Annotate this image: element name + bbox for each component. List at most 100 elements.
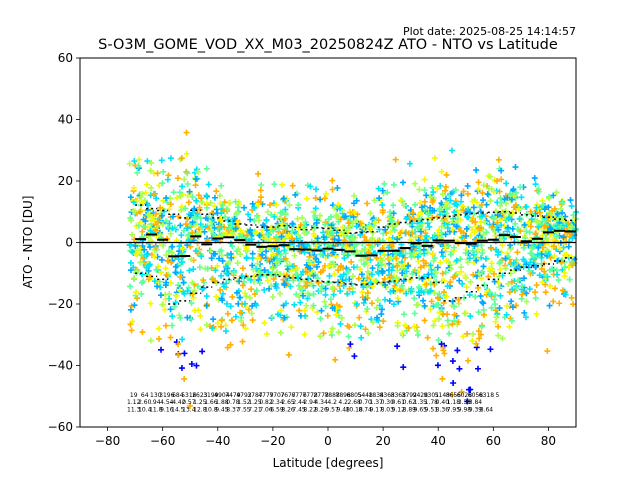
data-point (463, 232, 470, 239)
data-point (216, 192, 223, 199)
data-point (492, 318, 499, 325)
data-point (188, 361, 195, 368)
data-point (132, 242, 139, 249)
data-point (428, 270, 435, 277)
data-point (475, 186, 482, 193)
y-axis-label: ATO - NTO [DU] (21, 196, 35, 289)
data-point (546, 302, 553, 309)
scatter-points (126, 129, 579, 409)
data-point (399, 198, 406, 205)
data-point (545, 204, 552, 211)
data-point (275, 248, 282, 255)
data-point (184, 225, 191, 232)
data-point (149, 214, 156, 221)
data-point (399, 270, 406, 277)
bin-stat-label: 9.45 (215, 407, 229, 414)
data-point (451, 311, 458, 318)
bin-stat-label: 4.2 (327, 399, 337, 406)
data-point (566, 238, 573, 245)
bin-stat-label: 8.03 (381, 407, 395, 414)
data-point (273, 284, 280, 291)
data-point (461, 310, 468, 317)
data-point (317, 196, 324, 203)
data-point (270, 251, 277, 258)
data-point (387, 274, 394, 281)
data-point (378, 261, 385, 268)
data-point (228, 254, 235, 261)
data-point (473, 167, 480, 174)
y-tick-label: 40 (58, 113, 73, 127)
data-point (479, 268, 486, 275)
data-point (218, 247, 225, 254)
data-point (565, 220, 572, 227)
data-point (325, 216, 332, 223)
data-point (467, 279, 474, 286)
bin-stat-label: 4779 (258, 392, 273, 399)
data-point (261, 267, 268, 274)
data-point (440, 277, 447, 284)
data-point (444, 214, 451, 221)
data-point (169, 313, 176, 320)
data-point (410, 243, 417, 250)
data-point (446, 330, 453, 337)
data-point (335, 329, 342, 336)
data-point (250, 266, 257, 273)
data-point (328, 301, 335, 308)
bin-stat-label: 1834 (369, 392, 384, 399)
data-point (308, 238, 315, 245)
data-point (224, 310, 231, 317)
data-point (494, 219, 501, 226)
data-point (329, 177, 336, 184)
data-point (148, 184, 155, 191)
data-point (435, 295, 442, 302)
bin-stat-label: 1.25 (248, 399, 262, 406)
bin-stat-label: 4.54 (160, 399, 174, 406)
bin-stat-label: 9301 (424, 392, 439, 399)
data-point (174, 175, 181, 182)
data-point (431, 289, 438, 296)
data-point (248, 310, 255, 317)
data-point (246, 294, 253, 301)
bin-stat-label: .94 (151, 399, 161, 406)
data-point (446, 204, 453, 211)
x-tick-label: 0 (324, 434, 332, 448)
data-point (353, 217, 360, 224)
data-point (401, 261, 408, 268)
bin-stat-label: 7677 (280, 392, 295, 399)
data-point (446, 192, 453, 199)
data-point (265, 238, 272, 245)
data-point (154, 170, 161, 177)
bin-stat-label: 6028 (457, 392, 472, 399)
data-point (526, 267, 533, 274)
data-point (126, 160, 133, 167)
data-point (192, 247, 199, 254)
data-point (130, 199, 137, 206)
data-point (412, 234, 419, 241)
data-point (139, 228, 146, 235)
data-point (237, 294, 244, 301)
data-point (302, 219, 309, 226)
bin-stat-label: 6318 (479, 392, 494, 399)
data-point (308, 261, 315, 268)
data-point (223, 300, 230, 307)
data-point (358, 271, 365, 278)
data-point (200, 277, 207, 284)
data-point (256, 277, 263, 284)
data-point (448, 147, 455, 154)
data-point (205, 181, 212, 188)
data-point (341, 255, 348, 262)
data-point (454, 347, 461, 354)
data-point (440, 299, 447, 306)
data-point (331, 204, 338, 211)
data-point (394, 262, 401, 269)
data-point (421, 250, 428, 257)
data-point (542, 289, 549, 296)
data-point (289, 235, 296, 242)
data-point (181, 375, 188, 382)
data-point (175, 340, 182, 347)
bin-stat-label: 0.78 (226, 399, 240, 406)
data-point (437, 182, 444, 189)
data-point (561, 264, 568, 271)
data-point (130, 264, 137, 271)
data-point (532, 181, 539, 188)
